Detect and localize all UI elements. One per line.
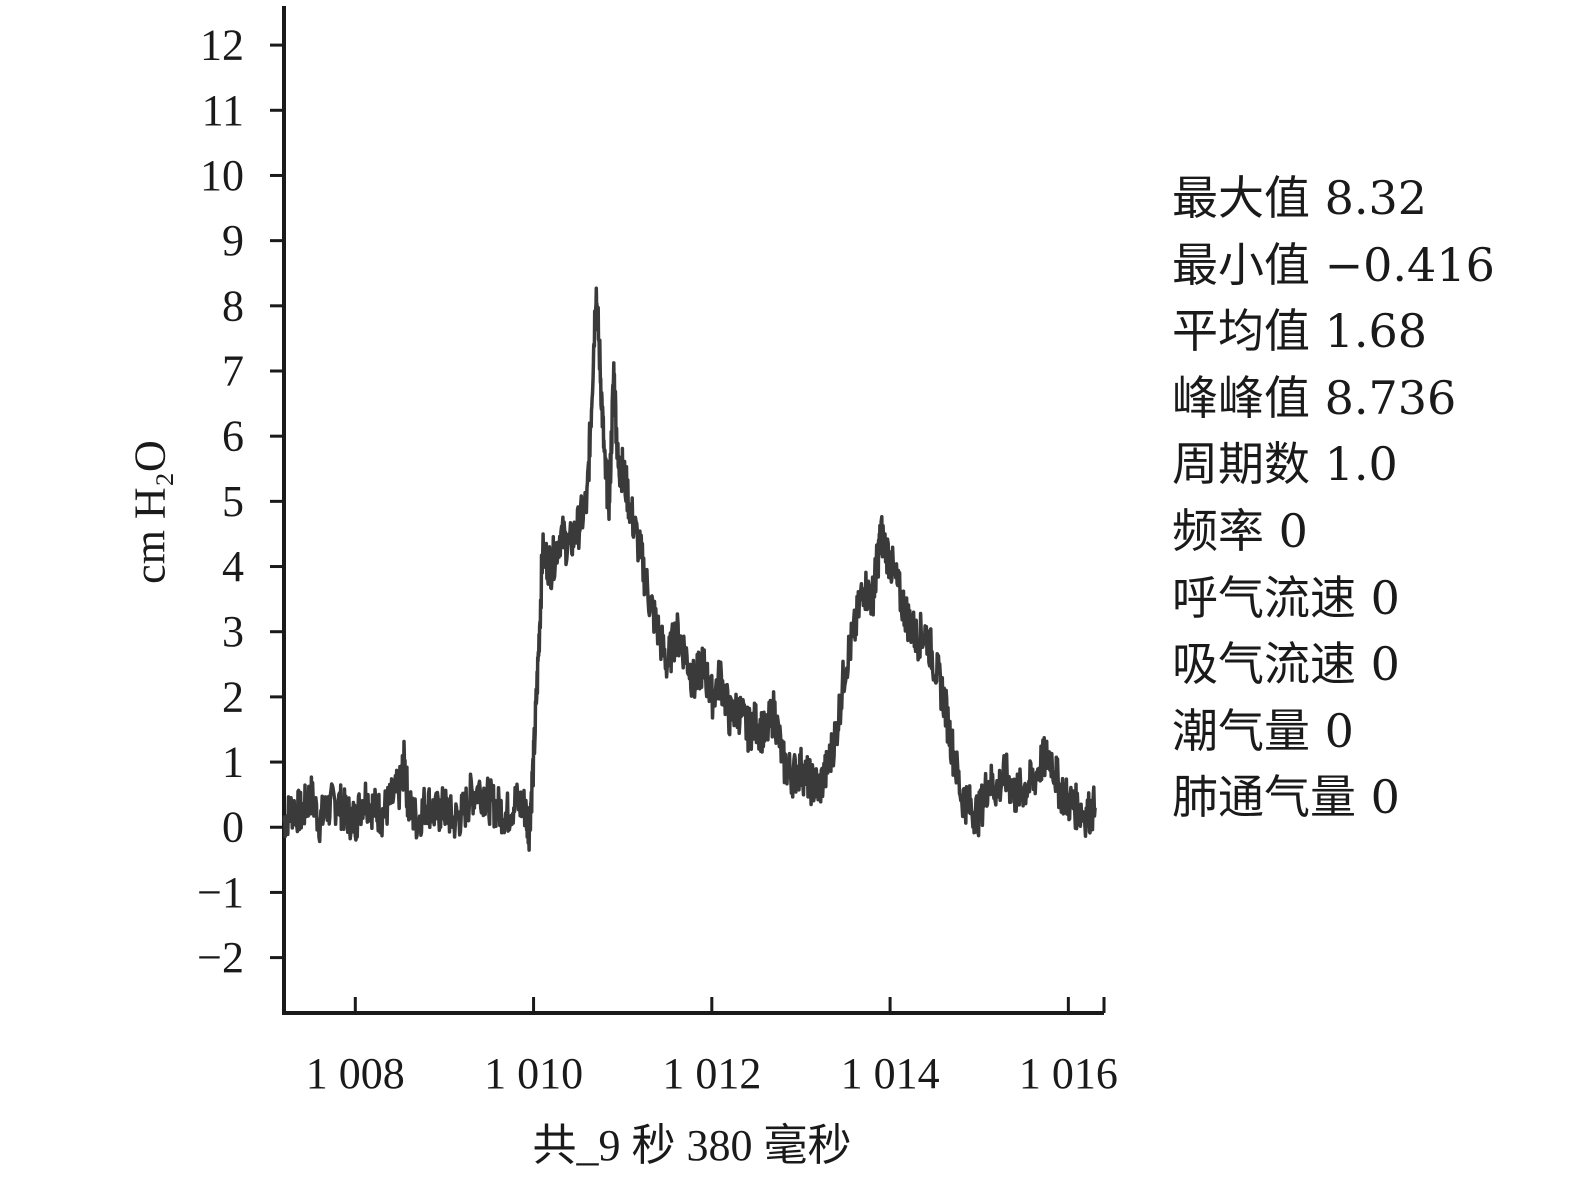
x-tick-label: 1 016 <box>1019 1049 1118 1098</box>
y-tick-label: 2 <box>222 672 244 721</box>
y-tick-label: 12 <box>200 21 244 70</box>
y-tick-label: 8 <box>222 281 244 330</box>
y-tick-label: −2 <box>197 933 244 982</box>
stat-peak-to-peak: 峰峰值 8.736 <box>1172 370 1457 425</box>
stat-frequency: 频率 0 <box>1172 503 1308 558</box>
x-axis-ticks: 1 008 1 010 1 012 1 014 1 016 <box>306 997 1118 1098</box>
y-tick-label: 11 <box>202 86 244 135</box>
pressure-series-line <box>282 286 1097 852</box>
y-tick-label: 1 <box>222 738 244 787</box>
x-tick-label: 1 010 <box>484 1049 583 1098</box>
stat-cycles: 周期数 1.0 <box>1172 437 1398 492</box>
y-tick-label: 4 <box>222 542 244 591</box>
y-tick-label: 7 <box>222 346 244 395</box>
y-tick-label: 0 <box>222 803 244 852</box>
stat-mean: 平均值 1.68 <box>1172 304 1428 359</box>
y-tick-label: 10 <box>200 151 244 200</box>
y-tick-label: 3 <box>222 607 244 656</box>
stat-min: 最小值 −0.416 <box>1172 237 1495 292</box>
series-group <box>282 286 1097 852</box>
x-tick-label: 1 012 <box>662 1049 761 1098</box>
x-tick-label: 1 014 <box>841 1049 940 1098</box>
stat-expiratory-flow: 呼气流速 0 <box>1172 570 1400 625</box>
x-tick-label: 1 008 <box>306 1049 405 1098</box>
stat-max: 最大值 8.32 <box>1172 171 1428 225</box>
statistics-panel: 最大值 8.32 最小值 −0.416 平均值 1.68 峰峰值 8.736 周… <box>1172 165 1495 831</box>
stat-tidal-volume: 潮气量 0 <box>1172 703 1354 758</box>
y-tick-label: −1 <box>197 868 244 917</box>
stat-minute-ventilation: 肺通气量 0 <box>1172 770 1400 825</box>
y-tick-label: 5 <box>222 477 244 526</box>
x-axis-title: 共_9 秒 380 毫秒 <box>533 1121 852 1170</box>
stat-inspiratory-flow: 吸气流速 0 <box>1172 637 1400 692</box>
y-axis-title: cm H₂O <box>126 440 175 584</box>
y-tick-label: 6 <box>222 412 244 461</box>
y-tick-label: 9 <box>222 216 244 265</box>
